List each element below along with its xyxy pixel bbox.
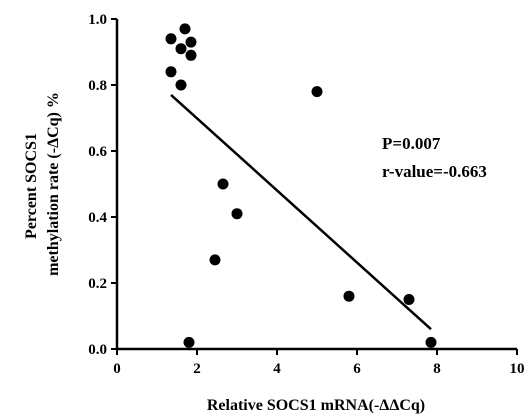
data-point bbox=[179, 23, 191, 35]
trendline bbox=[170, 93, 432, 331]
data-point bbox=[209, 254, 221, 266]
data-point bbox=[185, 36, 197, 48]
x-tick-label: 0 bbox=[113, 361, 121, 377]
y-axis-title-line-2: methylation rate (-ΔCq) % bbox=[45, 92, 62, 276]
data-point bbox=[343, 290, 355, 302]
data-point bbox=[217, 178, 229, 190]
x-tick-label: 4 bbox=[273, 361, 281, 377]
data-point bbox=[231, 208, 243, 220]
x-tick-label: 2 bbox=[193, 361, 201, 377]
data-point bbox=[403, 294, 415, 305]
x-axis-title: Relative SOCS1 mRNA(-ΔΔCq) bbox=[207, 397, 425, 414]
data-point bbox=[311, 86, 323, 98]
data-point bbox=[175, 79, 187, 91]
y-tick-label: 0.6 bbox=[88, 144, 107, 160]
annotation-r-value: r-value=-0.663 bbox=[382, 162, 487, 181]
y-tick-label: 0.0 bbox=[88, 342, 107, 358]
x-tick-label: 10 bbox=[510, 361, 524, 377]
data-points bbox=[165, 23, 437, 348]
x-tick-label: 6 bbox=[353, 361, 361, 377]
x-ticks: 0 2 4 6 8 10 bbox=[113, 349, 524, 377]
data-point bbox=[185, 49, 197, 61]
plot-area: 0 2 4 6 8 10 0.0 0.2 0.4 0.6 0.8 1.0 bbox=[88, 12, 524, 377]
y-tick-label: 0.2 bbox=[88, 276, 107, 292]
y-axis-title: Percent SOCS1 methylation rate (-ΔCq) % bbox=[23, 92, 62, 276]
x-tick-label: 8 bbox=[433, 361, 441, 377]
y-tick-label: 0.4 bbox=[88, 210, 107, 226]
annotation-p-value: P=0.007 bbox=[382, 134, 441, 153]
data-point bbox=[165, 33, 177, 45]
y-axis-title-line-1: Percent SOCS1 bbox=[23, 133, 40, 239]
data-point bbox=[183, 336, 195, 348]
y-tick-label: 1.0 bbox=[88, 12, 107, 28]
data-point bbox=[175, 43, 187, 55]
data-point bbox=[425, 336, 437, 348]
y-tick-label: 0.8 bbox=[88, 78, 107, 94]
data-point bbox=[165, 66, 177, 78]
y-ticks: 0.0 0.2 0.4 0.6 0.8 1.0 bbox=[88, 12, 117, 358]
